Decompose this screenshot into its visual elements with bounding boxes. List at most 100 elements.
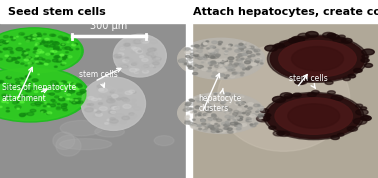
Circle shape	[220, 74, 225, 76]
Circle shape	[6, 76, 11, 79]
Circle shape	[235, 124, 238, 125]
Circle shape	[236, 59, 240, 61]
Circle shape	[211, 122, 216, 124]
Circle shape	[150, 65, 154, 67]
Circle shape	[205, 116, 208, 118]
Circle shape	[27, 112, 34, 116]
Circle shape	[19, 99, 22, 100]
Circle shape	[218, 66, 224, 69]
Circle shape	[205, 105, 211, 108]
Circle shape	[199, 95, 204, 97]
Circle shape	[246, 58, 251, 61]
Bar	[191, 23, 378, 178]
Circle shape	[323, 32, 334, 38]
Circle shape	[77, 101, 83, 104]
Circle shape	[185, 51, 191, 54]
Circle shape	[288, 104, 340, 128]
Circle shape	[227, 123, 231, 125]
Circle shape	[19, 113, 26, 116]
Circle shape	[233, 113, 238, 115]
Circle shape	[12, 101, 18, 104]
Circle shape	[256, 116, 270, 122]
Circle shape	[110, 111, 116, 113]
Circle shape	[238, 63, 241, 64]
Circle shape	[72, 44, 76, 46]
Circle shape	[19, 43, 21, 44]
Circle shape	[211, 122, 215, 125]
Circle shape	[209, 101, 214, 103]
Circle shape	[2, 94, 7, 96]
Circle shape	[201, 98, 206, 101]
Circle shape	[48, 106, 50, 107]
Circle shape	[150, 48, 156, 51]
Circle shape	[193, 68, 198, 70]
Text: Seed stem cells: Seed stem cells	[8, 7, 105, 17]
Circle shape	[224, 108, 227, 109]
Circle shape	[37, 49, 42, 51]
Circle shape	[58, 49, 61, 51]
Circle shape	[187, 58, 191, 60]
Circle shape	[250, 124, 256, 127]
Circle shape	[132, 62, 138, 64]
Circle shape	[231, 95, 236, 97]
Circle shape	[204, 54, 207, 55]
Circle shape	[220, 63, 225, 65]
Circle shape	[121, 121, 125, 123]
Circle shape	[211, 75, 215, 77]
Circle shape	[243, 53, 248, 55]
Circle shape	[17, 87, 23, 90]
Circle shape	[7, 47, 12, 50]
Circle shape	[41, 102, 44, 104]
Circle shape	[191, 63, 196, 66]
Circle shape	[273, 45, 280, 48]
Circle shape	[325, 81, 333, 84]
Circle shape	[67, 94, 71, 96]
Circle shape	[153, 66, 156, 67]
Circle shape	[203, 129, 207, 131]
Circle shape	[256, 57, 261, 60]
Circle shape	[36, 55, 38, 57]
Circle shape	[197, 66, 200, 67]
Circle shape	[130, 42, 134, 43]
Circle shape	[238, 49, 243, 51]
Circle shape	[15, 78, 19, 80]
Circle shape	[132, 47, 136, 49]
Ellipse shape	[60, 121, 103, 136]
Circle shape	[222, 106, 228, 109]
Circle shape	[65, 52, 68, 53]
Circle shape	[216, 131, 219, 132]
Circle shape	[215, 117, 218, 118]
Circle shape	[190, 99, 194, 101]
Circle shape	[33, 51, 37, 53]
Circle shape	[42, 40, 48, 43]
Circle shape	[45, 60, 51, 62]
Bar	[0, 23, 187, 178]
Circle shape	[266, 94, 361, 138]
Circle shape	[239, 54, 243, 56]
Circle shape	[201, 96, 207, 99]
Circle shape	[218, 70, 223, 72]
Circle shape	[68, 82, 71, 83]
Circle shape	[246, 68, 250, 70]
Circle shape	[242, 112, 245, 114]
Circle shape	[53, 50, 57, 53]
Circle shape	[246, 51, 252, 54]
Circle shape	[131, 63, 136, 66]
Circle shape	[11, 58, 15, 60]
Circle shape	[57, 83, 59, 84]
Circle shape	[265, 45, 277, 51]
Circle shape	[362, 55, 369, 58]
Circle shape	[34, 91, 38, 93]
Circle shape	[261, 116, 270, 120]
Circle shape	[361, 116, 371, 121]
Circle shape	[195, 106, 200, 109]
Circle shape	[239, 43, 243, 45]
Circle shape	[153, 62, 159, 65]
Circle shape	[146, 50, 155, 54]
Circle shape	[23, 51, 26, 52]
Circle shape	[107, 96, 111, 98]
Circle shape	[32, 96, 38, 99]
Circle shape	[110, 118, 115, 120]
Circle shape	[228, 119, 230, 120]
Circle shape	[47, 104, 50, 105]
